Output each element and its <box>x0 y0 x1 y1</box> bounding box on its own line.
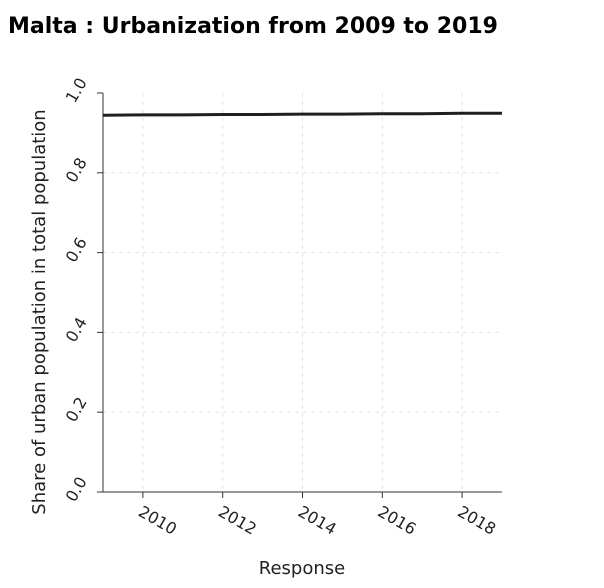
axes <box>97 92 502 498</box>
x-tick-label: 2010 <box>135 502 180 539</box>
x-tick-label: 2018 <box>454 502 499 539</box>
y-tick-label: 0.4 <box>62 314 91 346</box>
x-tick-label: 2014 <box>295 502 340 539</box>
y-tick-label: 1.0 <box>62 74 91 106</box>
x-axis-label: Response <box>259 558 345 579</box>
tick-labels: 0.0 0.2 0.4 0.6 0.8 1.0 2010 2012 2014 2016 2018 <box>62 74 500 538</box>
y-tick-label: 0.6 <box>62 234 91 266</box>
x-tick-label: 2012 <box>215 502 260 539</box>
y-tick-label: 0.0 <box>62 473 91 505</box>
y-tick-label: 0.2 <box>62 394 91 426</box>
grid-lines <box>103 93 502 492</box>
y-axis-label: Share of urban population in total popul… <box>29 109 50 514</box>
series-layer <box>102 111 502 117</box>
series-line <box>102 111 502 117</box>
x-tick-label: 2016 <box>375 502 420 539</box>
y-tick-label: 0.8 <box>62 154 91 186</box>
chart-title: Malta : Urbanization from 2009 to 2019 <box>8 14 498 39</box>
